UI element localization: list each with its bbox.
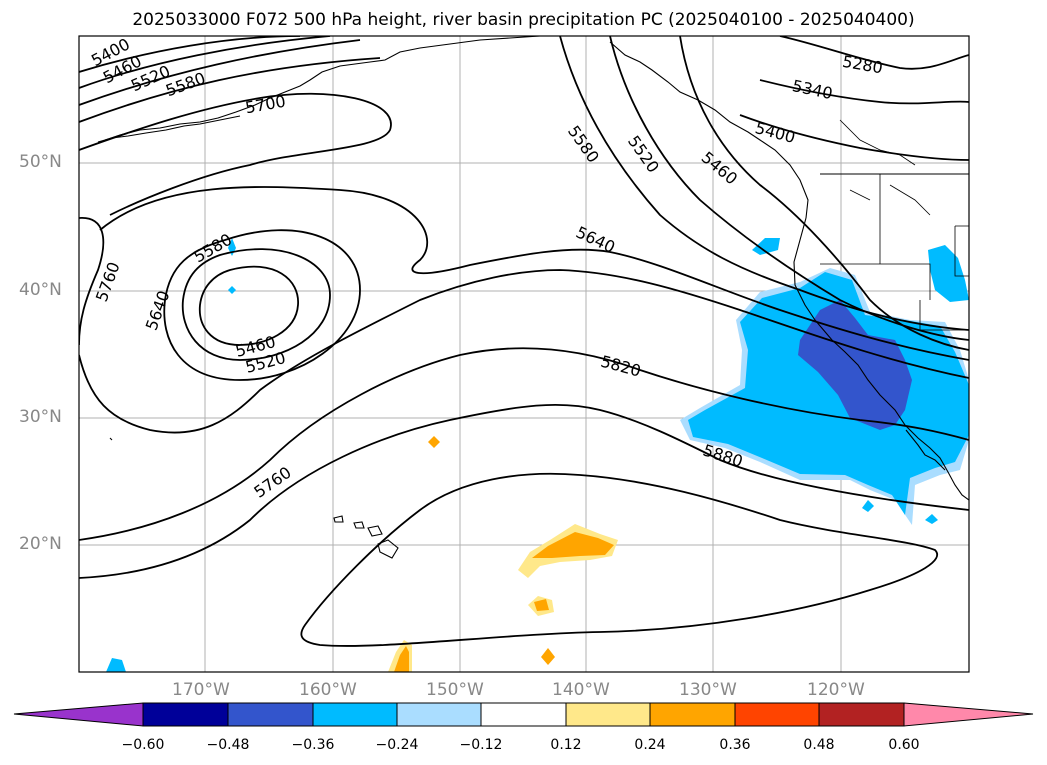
precip-cyan-speck4 <box>862 500 874 512</box>
lat-label: 40°N <box>19 280 62 300</box>
lon-label: 170°W <box>172 680 230 700</box>
precip-cyan-speck2 <box>228 286 236 294</box>
low-ring-3 <box>198 265 299 346</box>
contour-5880-loop <box>300 472 938 647</box>
hawaii-big <box>377 539 399 559</box>
contour-5880 <box>79 403 969 579</box>
map-frame <box>78 35 970 673</box>
lon-label: 120°W <box>807 680 865 700</box>
colorbar-bin <box>649 702 736 727</box>
contour-5460-mid <box>679 36 969 351</box>
colorbar-tick: 0.24 <box>634 737 666 753</box>
colorbar-bin <box>818 702 905 727</box>
contour-5340-ne <box>759 79 969 105</box>
precip-cyan-wash <box>752 238 780 255</box>
colorbar-bin <box>734 702 820 727</box>
precip-cyan-corner <box>106 658 126 672</box>
contour-label: 5280 <box>841 52 884 78</box>
colorbar-tick: 0.12 <box>550 737 582 753</box>
positive-precip-fill <box>388 436 618 672</box>
colorbar-tick: −0.36 <box>291 737 335 753</box>
lon-label: 150°W <box>426 680 484 700</box>
colorbar-tick: 0.60 <box>888 737 920 753</box>
contour-5400-ne <box>739 114 969 161</box>
contour-label: 5520 <box>624 132 663 176</box>
colorbar-bin <box>565 702 651 727</box>
hawaii-kauai <box>333 515 344 523</box>
contour-5520-north <box>79 39 361 106</box>
colorbar-tick: 0.36 <box>719 737 751 753</box>
contour-5280-ne <box>779 36 969 70</box>
contour-5820 <box>79 347 969 541</box>
lon-label: 160°W <box>299 680 357 700</box>
contour-label: 5640 <box>573 222 618 256</box>
low-ring-2 <box>181 248 331 361</box>
state-border-1 <box>820 263 931 300</box>
colorbar-bin <box>480 702 567 727</box>
alaska-coast <box>104 36 541 141</box>
precip-orange-bottom <box>394 646 409 672</box>
contour-5400 <box>79 36 301 73</box>
state-border-4 <box>954 225 969 277</box>
lat-label: 30°N <box>19 407 62 427</box>
precip-cyan-speck3 <box>925 514 938 524</box>
precip-cyan-inland <box>928 245 969 302</box>
contour-label: 5340 <box>791 76 835 103</box>
lat-label: 20°N <box>19 534 62 554</box>
contour-label: 5760 <box>92 259 124 304</box>
hawaii-maui <box>367 525 383 537</box>
lat-label: 50°N <box>19 152 62 172</box>
island-speck <box>109 437 113 441</box>
precip-orange-area <box>532 532 614 558</box>
colorbar-tick: −0.24 <box>375 737 419 753</box>
contour-5460 <box>79 36 331 89</box>
contour-5700 <box>79 92 392 216</box>
height-contours <box>79 36 969 647</box>
colorbar-tick: −0.12 <box>459 737 503 753</box>
contour-label: 5580 <box>190 230 235 267</box>
precip-cyan-area <box>688 272 969 515</box>
contour-label: 5640 <box>142 288 174 333</box>
contour-label: 5700 <box>244 92 287 118</box>
colorbar-bin <box>396 702 482 727</box>
contour-label: 5820 <box>599 352 643 381</box>
contour-5760-west <box>79 269 969 434</box>
colorbar-extend-high <box>903 702 1034 727</box>
contour-5580-north <box>79 57 381 123</box>
contour-5580-mid <box>559 36 969 331</box>
precip-orange-speck3 <box>428 436 440 448</box>
contour-5520-mid <box>609 36 969 341</box>
contour-label: 5460 <box>698 148 741 189</box>
colorbar-bin <box>142 702 229 727</box>
low-ring-1 <box>163 229 361 381</box>
precip-orange-speck2 <box>541 648 555 665</box>
precip-orange-speck1 <box>534 599 549 611</box>
negative-precip-fill <box>106 238 969 672</box>
colorbar-tick: −0.48 <box>206 737 250 753</box>
lon-label: 140°W <box>552 680 610 700</box>
lon-label: 130°W <box>679 680 737 700</box>
contour-label: 5760 <box>250 463 294 502</box>
hawaii-oahu <box>353 521 365 529</box>
inland-lines <box>839 119 931 216</box>
colorbar-extend-low <box>13 702 144 727</box>
colorbar-tick: −0.60 <box>121 737 165 753</box>
colorbar-bin <box>227 702 314 727</box>
baja-coast <box>905 429 946 471</box>
contour-label: 5400 <box>753 118 797 147</box>
colorbar-tick: 0.48 <box>803 737 835 753</box>
contour-5640 <box>79 186 969 361</box>
map-title: 2025033000 F072 500 hPa height, river ba… <box>132 10 915 30</box>
colorbar <box>13 702 1034 727</box>
precip-dark-blue-area <box>798 300 912 430</box>
colorbar-bin <box>312 702 398 727</box>
bc-coast <box>609 41 809 219</box>
